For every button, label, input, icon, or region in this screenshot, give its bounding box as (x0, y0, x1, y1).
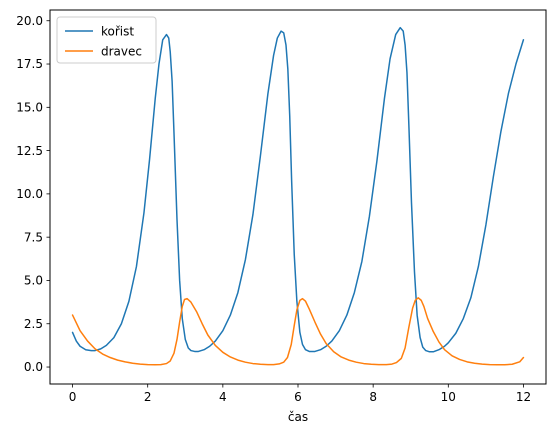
legend-label: dravec (101, 44, 142, 58)
x-axis-label: čas (288, 410, 308, 424)
series-layer (71, 26, 525, 366)
y-tick-label: 15.0 (16, 101, 43, 115)
legend: kořist dravec (56, 16, 157, 64)
x-tick-label: 4 (219, 390, 227, 404)
x-tick-label: 2 (144, 390, 152, 404)
x-tick-label: 6 (294, 390, 302, 404)
y-tick-label: 12.5 (16, 144, 43, 158)
y-tick-label: 5.0 (24, 274, 43, 288)
y-tick-label: 0.0 (24, 360, 43, 374)
x-axis: 0 2 4 6 8 10 12 (69, 384, 531, 404)
y-tick-label: 20.0 (16, 14, 43, 28)
y-tick-label: 7.5 (24, 230, 43, 244)
y-axis: 0.0 2.5 5.0 7.5 10.0 12.5 15.0 17.5 20.0 (16, 14, 50, 374)
x-tick-label: 0 (69, 390, 77, 404)
y-tick-label: 2.5 (24, 317, 43, 331)
x-tick-label: 10 (441, 390, 456, 404)
series-line-2 (71, 297, 525, 366)
x-tick-label: 12 (516, 390, 531, 404)
y-tick-label: 10.0 (16, 187, 43, 201)
series-line-1 (71, 26, 525, 353)
legend-label: kořist (101, 24, 134, 38)
y-tick-label: 17.5 (16, 57, 43, 71)
x-tick-label: 8 (369, 390, 377, 404)
